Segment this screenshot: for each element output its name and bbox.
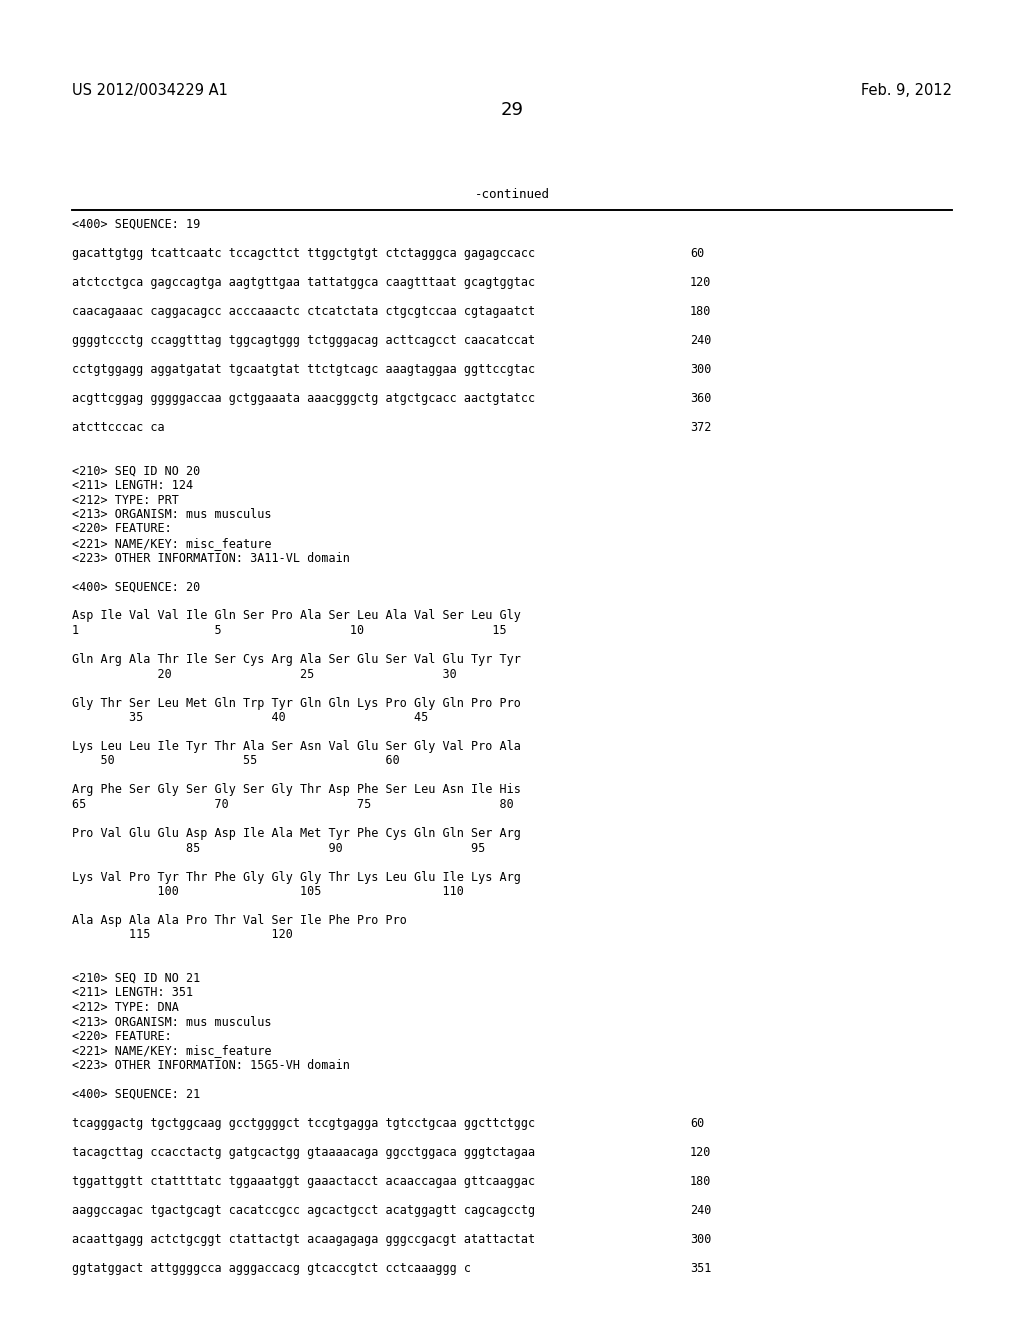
Text: 240: 240 — [690, 334, 712, 347]
Text: Pro Val Glu Glu Asp Asp Ile Ala Met Tyr Phe Cys Gln Gln Ser Arg: Pro Val Glu Glu Asp Asp Ile Ala Met Tyr … — [72, 828, 521, 840]
Text: <212> TYPE: DNA: <212> TYPE: DNA — [72, 1001, 179, 1014]
Text: <211> LENGTH: 351: <211> LENGTH: 351 — [72, 986, 194, 999]
Text: <211> LENGTH: 124: <211> LENGTH: 124 — [72, 479, 194, 492]
Text: 85                  90                  95: 85 90 95 — [72, 842, 485, 854]
Text: aaggccagac tgactgcagt cacatccgcc agcactgcct acatggagtt cagcagcctg: aaggccagac tgactgcagt cacatccgcc agcactg… — [72, 1204, 536, 1217]
Text: Gly Thr Ser Leu Met Gln Trp Tyr Gln Gln Lys Pro Gly Gln Pro Pro: Gly Thr Ser Leu Met Gln Trp Tyr Gln Gln … — [72, 697, 521, 710]
Text: <210> SEQ ID NO 21: <210> SEQ ID NO 21 — [72, 972, 201, 985]
Text: <223> OTHER INFORMATION: 15G5-VH domain: <223> OTHER INFORMATION: 15G5-VH domain — [72, 1059, 350, 1072]
Text: <212> TYPE: PRT: <212> TYPE: PRT — [72, 494, 179, 507]
Text: <221> NAME/KEY: misc_feature: <221> NAME/KEY: misc_feature — [72, 1044, 271, 1057]
Text: -continued: -continued — [474, 187, 550, 201]
Text: <221> NAME/KEY: misc_feature: <221> NAME/KEY: misc_feature — [72, 537, 271, 550]
Text: <400> SEQUENCE: 20: <400> SEQUENCE: 20 — [72, 581, 201, 594]
Text: 120: 120 — [690, 276, 712, 289]
Text: Ala Asp Ala Ala Pro Thr Val Ser Ile Phe Pro Pro: Ala Asp Ala Ala Pro Thr Val Ser Ile Phe … — [72, 913, 407, 927]
Text: <400> SEQUENCE: 21: <400> SEQUENCE: 21 — [72, 1088, 201, 1101]
Text: Gln Arg Ala Thr Ile Ser Cys Arg Ala Ser Glu Ser Val Glu Tyr Tyr: Gln Arg Ala Thr Ile Ser Cys Arg Ala Ser … — [72, 653, 521, 667]
Text: <220> FEATURE:: <220> FEATURE: — [72, 1030, 172, 1043]
Text: Lys Leu Leu Ile Tyr Thr Ala Ser Asn Val Glu Ser Gly Val Pro Ala: Lys Leu Leu Ile Tyr Thr Ala Ser Asn Val … — [72, 741, 521, 752]
Text: <220> FEATURE:: <220> FEATURE: — [72, 523, 172, 536]
Text: 29: 29 — [501, 102, 523, 119]
Text: 35                  40                  45: 35 40 45 — [72, 711, 428, 723]
Text: cctgtggagg aggatgatat tgcaatgtat ttctgtcagc aaagtaggaa ggttccgtac: cctgtggagg aggatgatat tgcaatgtat ttctgtc… — [72, 363, 536, 376]
Text: 60: 60 — [690, 247, 705, 260]
Text: 300: 300 — [690, 363, 712, 376]
Text: Arg Phe Ser Gly Ser Gly Ser Gly Thr Asp Phe Ser Leu Asn Ile His: Arg Phe Ser Gly Ser Gly Ser Gly Thr Asp … — [72, 784, 521, 796]
Text: 50                  55                  60: 50 55 60 — [72, 755, 399, 767]
Text: 60: 60 — [690, 1117, 705, 1130]
Text: 180: 180 — [690, 305, 712, 318]
Text: Feb. 9, 2012: Feb. 9, 2012 — [861, 83, 952, 98]
Text: ggtatggact attggggcca agggaccacg gtcaccgtct cctcaaaggg c: ggtatggact attggggcca agggaccacg gtcaccg… — [72, 1262, 471, 1275]
Text: 180: 180 — [690, 1175, 712, 1188]
Text: <213> ORGANISM: mus musculus: <213> ORGANISM: mus musculus — [72, 1015, 271, 1028]
Text: tggattggtt ctattttatc tggaaatggt gaaactacct acaaccagaa gttcaaggac: tggattggtt ctattttatc tggaaatggt gaaacta… — [72, 1175, 536, 1188]
Text: 100                 105                 110: 100 105 110 — [72, 884, 464, 898]
Text: Lys Val Pro Tyr Thr Phe Gly Gly Gly Thr Lys Leu Glu Ile Lys Arg: Lys Val Pro Tyr Thr Phe Gly Gly Gly Thr … — [72, 870, 521, 883]
Text: <223> OTHER INFORMATION: 3A11-VL domain: <223> OTHER INFORMATION: 3A11-VL domain — [72, 552, 350, 565]
Text: Asp Ile Val Val Ile Gln Ser Pro Ala Ser Leu Ala Val Ser Leu Gly: Asp Ile Val Val Ile Gln Ser Pro Ala Ser … — [72, 610, 521, 623]
Text: <213> ORGANISM: mus musculus: <213> ORGANISM: mus musculus — [72, 508, 271, 521]
Text: tacagcttag ccacctactg gatgcactgg gtaaaacaga ggcctggaca gggtctagaa: tacagcttag ccacctactg gatgcactgg gtaaaac… — [72, 1146, 536, 1159]
Text: 372: 372 — [690, 421, 712, 434]
Text: atcttcccac ca: atcttcccac ca — [72, 421, 165, 434]
Text: ggggtccctg ccaggtttag tggcagtggg tctgggacag acttcagcct caacatccat: ggggtccctg ccaggtttag tggcagtggg tctggga… — [72, 334, 536, 347]
Text: 20                  25                  30: 20 25 30 — [72, 668, 457, 681]
Text: 360: 360 — [690, 392, 712, 405]
Text: <210> SEQ ID NO 20: <210> SEQ ID NO 20 — [72, 465, 201, 478]
Text: <400> SEQUENCE: 19: <400> SEQUENCE: 19 — [72, 218, 201, 231]
Text: tcagggactg tgctggcaag gcctggggct tccgtgagga tgtcctgcaa ggcttctggc: tcagggactg tgctggcaag gcctggggct tccgtga… — [72, 1117, 536, 1130]
Text: 1                   5                  10                  15: 1 5 10 15 — [72, 624, 507, 638]
Text: 65                  70                  75                  80: 65 70 75 80 — [72, 799, 514, 810]
Text: atctcctgca gagccagtga aagtgttgaa tattatggca caagtttaat gcagtggtac: atctcctgca gagccagtga aagtgttgaa tattatg… — [72, 276, 536, 289]
Text: 300: 300 — [690, 1233, 712, 1246]
Text: 240: 240 — [690, 1204, 712, 1217]
Text: acgttcggag gggggaccaa gctggaaata aaacgggctg atgctgcacc aactgtatcc: acgttcggag gggggaccaa gctggaaata aaacggg… — [72, 392, 536, 405]
Text: acaattgagg actctgcggt ctattactgt acaagagaga gggccgacgt atattactat: acaattgagg actctgcggt ctattactgt acaagag… — [72, 1233, 536, 1246]
Text: gacattgtgg tcattcaatc tccagcttct ttggctgtgt ctctagggca gagagccacc: gacattgtgg tcattcaatc tccagcttct ttggctg… — [72, 247, 536, 260]
Text: 115                 120: 115 120 — [72, 928, 293, 941]
Text: US 2012/0034229 A1: US 2012/0034229 A1 — [72, 83, 228, 98]
Text: 120: 120 — [690, 1146, 712, 1159]
Text: 351: 351 — [690, 1262, 712, 1275]
Text: caacagaaac caggacagcc acccaaactc ctcatctata ctgcgtccaa cgtagaatct: caacagaaac caggacagcc acccaaactc ctcatct… — [72, 305, 536, 318]
